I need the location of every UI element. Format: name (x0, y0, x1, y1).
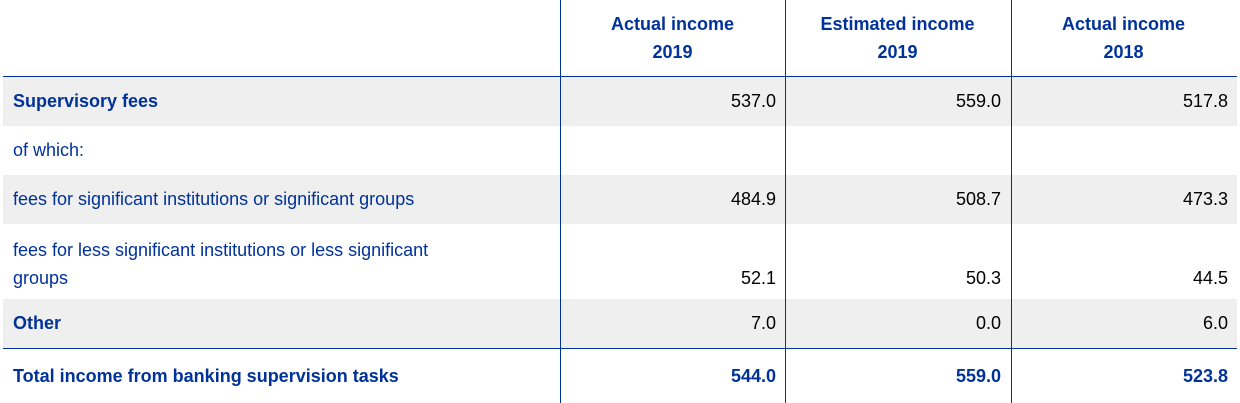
row-label: fees for less significant institutions o… (3, 224, 560, 299)
value-cell (785, 126, 1010, 175)
table-row-other: Other 7.0 0.0 6.0 (3, 299, 1237, 348)
row-label: Total income from banking supervision ta… (13, 365, 399, 386)
value-cell: 559.0 (955, 91, 1001, 111)
header-label: Actual income (610, 14, 735, 34)
header-actual-income-2018: Actual income 2018 (1010, 0, 1237, 76)
row-label-line: fees for less significant institutions o… (13, 240, 429, 260)
table-row-of-which: of which: (3, 126, 1237, 175)
header-actual-income-2019: Actual income 2019 (560, 0, 785, 76)
column-divider (1011, 0, 1012, 403)
table-row-supervisory-fees: Supervisory fees 537.0 559.0 517.8 (3, 77, 1237, 126)
value-cell: 7.0 (750, 313, 776, 333)
column-divider (560, 0, 561, 403)
header-label: Estimated income (820, 14, 975, 34)
row-label-line: groups (13, 268, 69, 288)
header-year: 2018 (1103, 42, 1144, 62)
total-divider (3, 348, 1237, 349)
value-cell: 52.1 (740, 268, 776, 288)
table-row-total: Total income from banking supervision ta… (3, 350, 1237, 402)
value-cell: 6.0 (1202, 313, 1228, 333)
table-row-significant-institutions: fees for significant institutions or sig… (3, 175, 1237, 224)
value-cell: 517.8 (1182, 91, 1228, 111)
value-cell: 484.9 (730, 189, 776, 209)
row-label: Other (13, 313, 62, 333)
total-value-cell: 523.8 (1182, 365, 1228, 386)
row-label: of which: (13, 140, 85, 160)
table-row-less-significant-institutions: fees for less significant institutions o… (3, 224, 1237, 299)
value-cell (1010, 126, 1237, 175)
value-cell: 44.5 (1192, 268, 1228, 288)
value-cell: 508.7 (955, 189, 1001, 209)
header-empty-cell (3, 0, 560, 76)
header-estimated-income-2019: Estimated income 2019 (785, 0, 1010, 76)
header-year: 2019 (652, 42, 693, 62)
total-value-cell: 544.0 (730, 365, 776, 386)
value-cell: 0.0 (975, 313, 1001, 333)
value-cell: 473.3 (1182, 189, 1228, 209)
header-divider (3, 76, 1237, 77)
row-label: Supervisory fees (13, 91, 159, 111)
value-cell: 50.3 (965, 268, 1001, 288)
header-label: Actual income (1061, 14, 1186, 34)
value-cell: 537.0 (730, 91, 776, 111)
row-label: fees for significant institutions or sig… (13, 189, 415, 209)
value-cell (560, 126, 785, 175)
header-year: 2019 (877, 42, 918, 62)
column-divider (785, 0, 786, 403)
table-header-row: Actual income 2019 Estimated income 2019 A… (3, 0, 1237, 76)
total-value-cell: 559.0 (955, 365, 1001, 386)
